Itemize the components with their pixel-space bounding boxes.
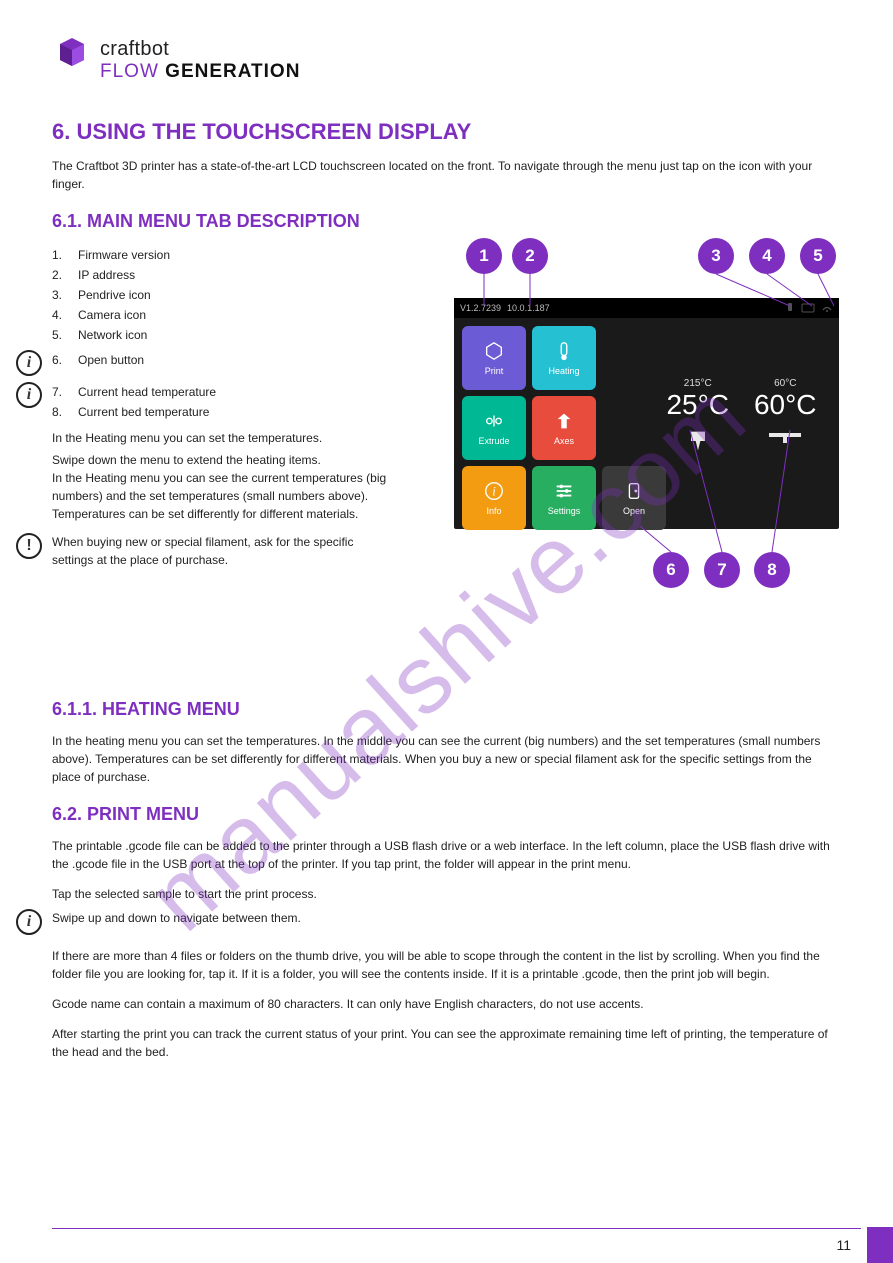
tile-print[interactable]: Print: [462, 326, 526, 390]
note1-text: In the Heating menu you can set the temp…: [52, 429, 392, 447]
tile-info[interactable]: i Info: [462, 466, 526, 530]
logo-mark: [52, 30, 92, 91]
tile-open[interactable]: Open: [602, 466, 666, 530]
readouts: 215°C 25°C 60°C 60°C: [654, 378, 829, 455]
s62-p2: Tap the selected sample to start the pri…: [52, 885, 841, 903]
info-icon: i: [16, 382, 42, 408]
list-n: 2.: [52, 266, 70, 284]
tile-label: Open: [623, 506, 645, 516]
tile-label: Axes: [554, 436, 574, 446]
callout-num: 6: [666, 560, 675, 580]
warning-note: ! When buying new or special filament, a…: [16, 533, 462, 569]
info-note-1: i 6. Open button: [16, 350, 462, 376]
callout-6: 6: [653, 552, 689, 588]
tile-label: Extrude: [478, 436, 509, 446]
ip-address: 10.0.1.187: [507, 303, 550, 313]
camera-icon: [801, 301, 815, 315]
note2-text: Swipe down the menu to extend the heatin…: [52, 451, 392, 523]
s62-note1: Swipe up and down to navigate between th…: [52, 909, 301, 927]
footer-line: [52, 1228, 861, 1229]
info-note-2: i 7. Current head temperature 8. Current b…: [16, 382, 462, 523]
tile-heating[interactable]: Heating: [532, 326, 596, 390]
tile-label: Settings: [548, 506, 581, 516]
callout-num: 2: [525, 246, 534, 266]
bed-icon: [754, 427, 817, 445]
callout-num: 8: [767, 560, 776, 580]
section-6-2-title: 6.2. PRINT MENU: [52, 804, 841, 825]
logo-brand: craftbot: [100, 38, 300, 61]
warning-text: When buying new or special filament, ask…: [52, 533, 392, 569]
logo-flow: FLOW: [100, 61, 159, 82]
head-current-temp: 25°C: [666, 389, 729, 421]
tile-label: Info: [486, 506, 501, 516]
tile-settings[interactable]: Settings: [532, 466, 596, 530]
svg-text:i: i: [492, 485, 496, 499]
callout-8: 8: [754, 552, 790, 588]
callout-7: 7: [704, 552, 740, 588]
list-n: 4.: [52, 306, 70, 324]
list-n: 3.: [52, 286, 70, 304]
section-6-1-1-para: In the heating menu you can set the temp…: [52, 732, 841, 786]
head-readout: 215°C 25°C: [666, 378, 729, 455]
callout-3: 3: [698, 238, 734, 274]
callout-4: 4: [749, 238, 785, 274]
bed-target-temp: 60°C: [754, 378, 817, 389]
warning-icon: !: [16, 533, 42, 559]
list-n: 7.: [52, 383, 70, 401]
callout-num: 1: [479, 246, 488, 266]
callout-5: 5: [800, 238, 836, 274]
info-icon: i: [16, 909, 42, 935]
firmware-version: V1.2.7239: [460, 303, 501, 313]
tile-label: Heating: [548, 366, 579, 376]
list-label: IP address: [78, 266, 135, 284]
tile-grid: Print Heating Extrude Axes i Info: [462, 326, 672, 536]
logo-text: craftbot FLOW GENERATION: [100, 38, 300, 83]
list-label: Network icon: [78, 326, 147, 344]
callout-num: 4: [762, 246, 771, 266]
list-n: 5.: [52, 326, 70, 344]
status-bar: V1.2.7239 10.0.1.187: [454, 298, 839, 318]
tile-label: Print: [485, 366, 504, 376]
bed-current-temp: 60°C: [754, 389, 817, 421]
callout-num: 3: [711, 246, 720, 266]
list-label: Camera icon: [78, 306, 146, 324]
list-n: 8.: [52, 403, 70, 421]
list-label: Open button: [78, 351, 144, 369]
section-6-title: 6. USING THE TOUCHSCREEN DISPLAY: [52, 119, 841, 145]
list-label: Current head temperature: [78, 383, 216, 401]
printer-screenshot: V1.2.7239 10.0.1.187 Print Heating: [454, 298, 839, 529]
callout-1: 1: [466, 238, 502, 274]
callout-2: 2: [512, 238, 548, 274]
tile-extrude[interactable]: Extrude: [462, 396, 526, 460]
callout-list: 1. Firmware version 2. IP address 3. Pendri…: [52, 246, 462, 344]
footer-accent: [867, 1227, 893, 1263]
page-number: 11: [836, 1237, 851, 1253]
list-label: Firmware version: [78, 246, 170, 264]
section-6-1-1-title: 6.1.1. HEATING MENU: [52, 699, 841, 720]
s62-p5: After starting the print you can track t…: [52, 1025, 841, 1061]
logo: craftbot FLOW GENERATION: [52, 30, 841, 91]
head-icon: [666, 427, 729, 455]
bed-readout: 60°C 60°C: [754, 378, 817, 455]
callout-num: 7: [717, 560, 726, 580]
list-n: 6.: [52, 351, 70, 369]
s62-p4: Gcode name can contain a maximum of 80 c…: [52, 995, 841, 1013]
network-icon: [821, 301, 833, 315]
info-icon: i: [16, 350, 42, 376]
pendrive-icon: [785, 301, 795, 315]
s62-p3: If there are more than 4 files or folder…: [52, 947, 841, 983]
section-6-1-title: 6.1. MAIN MENU TAB DESCRIPTION: [52, 211, 841, 232]
logo-gen: GENERATION: [159, 61, 301, 82]
info-note-62: i Swipe up and down to navigate between …: [16, 909, 841, 935]
callout-num: 5: [813, 246, 822, 266]
list-label: Pendrive icon: [78, 286, 151, 304]
list-n: 1.: [52, 246, 70, 264]
logo-subtitle: FLOW GENERATION: [100, 61, 300, 83]
head-target-temp: 215°C: [666, 378, 729, 389]
s62-p1: The printable .gcode file can be added t…: [52, 837, 841, 873]
list-label: Current bed temperature: [78, 403, 209, 421]
section-6-intro: The Craftbot 3D printer has a state-of-t…: [52, 157, 841, 193]
tile-axes[interactable]: Axes: [532, 396, 596, 460]
